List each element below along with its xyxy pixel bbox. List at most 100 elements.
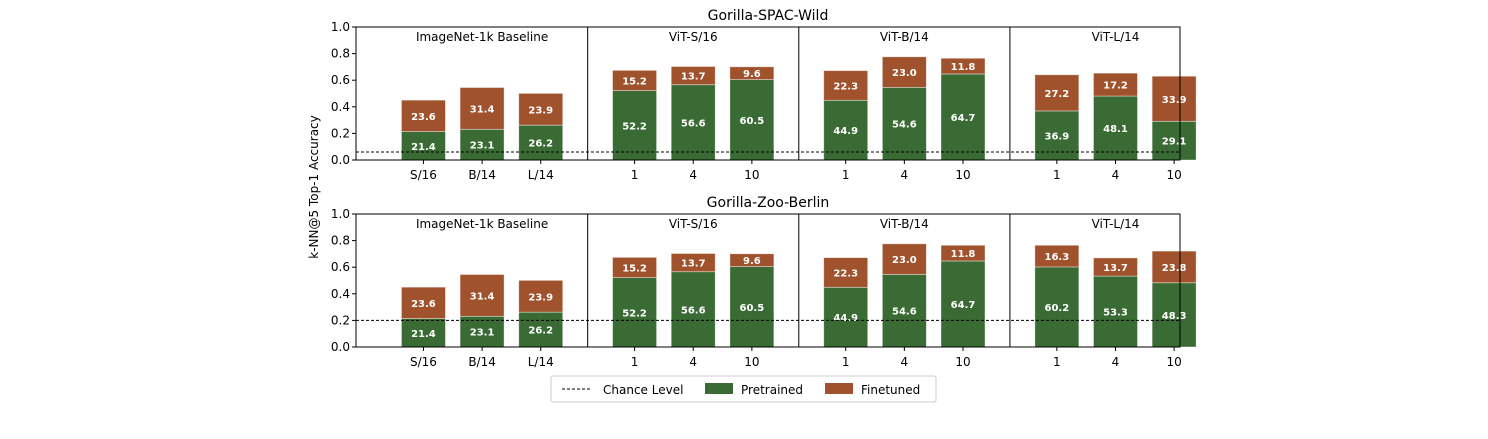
x-tick-label: 10 — [744, 355, 759, 369]
data-label-pretrained: 56.6 — [681, 118, 706, 129]
data-label-pretrained: 54.6 — [892, 307, 917, 318]
data-label-finetuned: 16.3 — [1044, 252, 1069, 263]
bar-pretrained — [881, 86, 927, 161]
bar-finetuned — [670, 66, 716, 86]
data-label-pretrained: 60.2 — [1044, 303, 1069, 314]
group-label: ViT-S/16 — [669, 217, 718, 231]
bar-finetuned — [729, 66, 775, 80]
data-label-pretrained: 36.9 — [1044, 131, 1069, 142]
bar-pretrained — [1093, 275, 1138, 348]
data-label-pretrained: 26.2 — [528, 326, 553, 337]
panel-title: Gorilla-SPAC-Wild — [708, 8, 829, 24]
data-label-finetuned: 23.9 — [528, 292, 553, 303]
bar-pretrained — [729, 79, 775, 161]
data-label-finetuned: 23.6 — [411, 112, 436, 123]
bar-pretrained — [940, 73, 986, 161]
x-tick-label: 1 — [631, 168, 639, 182]
bar-finetuned — [940, 244, 986, 262]
legend-box — [550, 375, 937, 403]
data-label-pretrained: 26.2 — [528, 139, 553, 150]
data-label-finetuned: 23.9 — [528, 105, 553, 116]
bar-pretrained — [940, 260, 986, 348]
group-label: ViT-B/14 — [880, 217, 929, 231]
bar-finetuned — [612, 69, 657, 91]
x-tick-label: 1 — [1053, 168, 1061, 182]
bar-finetuned — [518, 279, 564, 313]
y-tick-label: 0.4 — [331, 100, 350, 114]
bar-finetuned — [881, 56, 927, 88]
panel-title: Gorilla-Zoo-Berlin — [707, 195, 830, 211]
data-label-pretrained: 48.1 — [1103, 124, 1128, 135]
bar-pretrained — [1093, 95, 1138, 161]
data-label-finetuned: 17.2 — [1103, 81, 1128, 92]
group-label: ImageNet-1k Baseline — [416, 30, 548, 44]
x-tick-label: 10 — [1166, 355, 1181, 369]
data-label-pretrained: 53.3 — [1103, 308, 1128, 319]
group-label: ViT-B/14 — [880, 30, 929, 44]
bar-finetuned — [518, 92, 564, 126]
data-label-pretrained: 23.1 — [470, 328, 495, 339]
bar-finetuned — [1034, 244, 1080, 268]
x-tick-label: 10 — [1166, 168, 1181, 182]
y-axis-label: k-NN@5 Top-1 Accuracy — [307, 115, 321, 259]
legend-label-finetuned: Finetuned — [861, 383, 920, 397]
data-label-finetuned: 13.7 — [681, 72, 706, 83]
data-label-pretrained: 56.6 — [681, 305, 706, 316]
x-tick-label: S/16 — [410, 168, 437, 182]
x-tick-label: L/14 — [528, 355, 554, 369]
group-label: ViT-L/14 — [1092, 30, 1140, 44]
bar-finetuned — [1034, 74, 1080, 112]
data-label-pretrained: 44.9 — [833, 126, 858, 137]
bar-finetuned — [612, 256, 657, 278]
x-tick-label: 10 — [744, 168, 759, 182]
x-tick-label: 10 — [955, 355, 970, 369]
data-label-finetuned: 13.7 — [1103, 263, 1128, 274]
bar-finetuned — [881, 243, 927, 275]
data-label-pretrained: 52.2 — [622, 121, 647, 132]
data-label-pretrained: 29.1 — [1162, 137, 1187, 148]
data-label-finetuned: 15.2 — [622, 76, 647, 87]
bar-finetuned — [823, 70, 869, 101]
bar-finetuned — [670, 253, 716, 273]
data-label-finetuned: 23.0 — [892, 255, 917, 266]
data-label-finetuned: 15.2 — [622, 263, 647, 274]
bar-finetuned — [1151, 75, 1197, 122]
data-label-finetuned: 13.7 — [681, 259, 706, 270]
x-tick-label: L/14 — [528, 168, 554, 182]
y-tick-label: 1.0 — [331, 207, 350, 221]
data-label-finetuned: 9.6 — [743, 69, 761, 80]
bar-finetuned — [401, 286, 446, 319]
bar-finetuned — [459, 274, 505, 317]
bar-finetuned — [1093, 257, 1138, 277]
group-label: ViT-S/16 — [669, 30, 718, 44]
data-label-finetuned: 31.4 — [470, 291, 495, 302]
y-tick-label: 0.0 — [331, 153, 350, 167]
data-label-pretrained: 54.6 — [892, 120, 917, 131]
data-label-pretrained: 44.9 — [833, 313, 858, 324]
data-label-finetuned: 11.8 — [951, 249, 976, 260]
bar-finetuned — [459, 87, 505, 130]
bar-finetuned — [940, 57, 986, 75]
data-label-pretrained: 64.7 — [951, 113, 976, 124]
x-tick-label: 10 — [955, 168, 970, 182]
data-label-finetuned: 23.6 — [411, 299, 436, 310]
data-label-finetuned: 33.9 — [1162, 95, 1187, 106]
bar-pretrained — [670, 271, 716, 348]
group-label: ViT-L/14 — [1092, 217, 1140, 231]
y-tick-label: 0.2 — [331, 313, 350, 327]
bar-pretrained — [823, 99, 869, 161]
y-tick-label: 0.0 — [331, 340, 350, 354]
y-tick-label: 0.6 — [331, 73, 350, 87]
axes-frame — [355, 213, 1181, 348]
y-tick-label: 0.4 — [331, 287, 350, 301]
data-label-pretrained: 21.4 — [411, 329, 436, 340]
x-tick-label: 4 — [689, 355, 697, 369]
legend-label-chance: Chance Level — [603, 383, 683, 397]
x-tick-label: 1 — [842, 355, 850, 369]
data-label-finetuned: 23.8 — [1162, 263, 1187, 274]
bar-finetuned — [823, 257, 869, 288]
x-tick-label: B/14 — [468, 168, 496, 182]
group-label: ImageNet-1k Baseline — [416, 217, 548, 231]
axes-frame — [355, 26, 1181, 161]
data-label-pretrained: 64.7 — [951, 300, 976, 311]
